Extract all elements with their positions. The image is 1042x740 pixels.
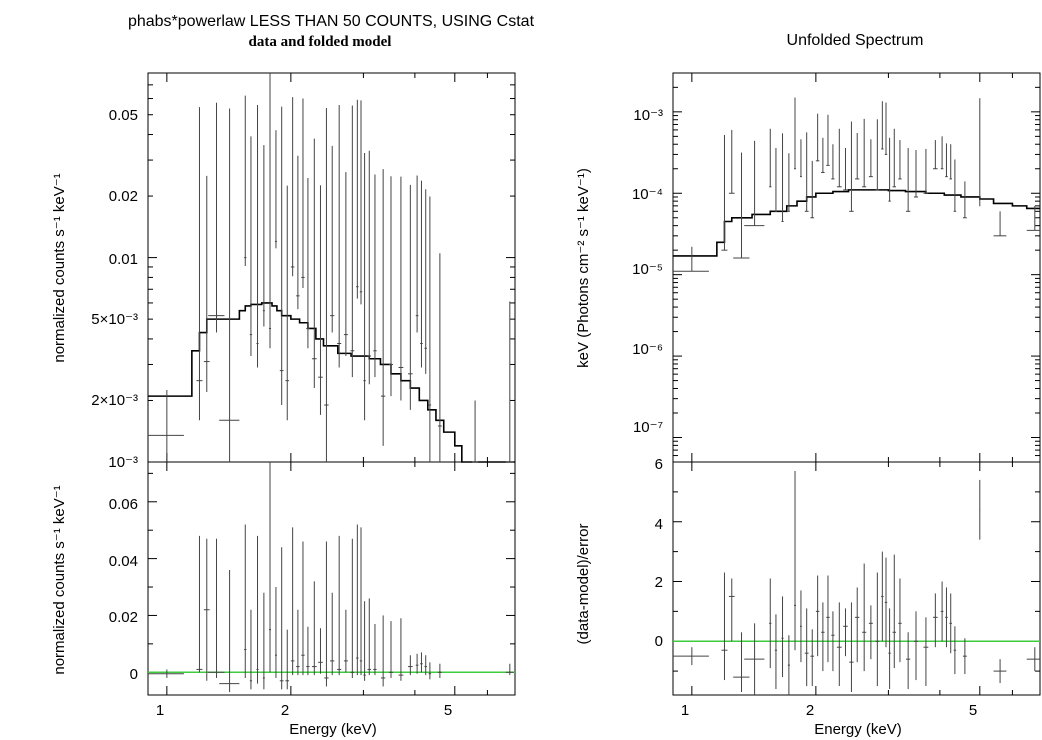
left-top-ytick-label: 2×10⁻³ — [91, 392, 138, 409]
left-xtick-label: 1 — [156, 702, 164, 719]
right-bottom-ytick-label: 0 — [655, 633, 663, 650]
right-top-ytick-label: 10⁻⁷ — [633, 419, 663, 436]
left-top-ytick-label: 0.01 — [109, 251, 138, 268]
left-bottom-ytick-label: 0.04 — [109, 553, 138, 570]
left-top-ytick-label: 5×10⁻³ — [91, 311, 138, 328]
right-title: Unfolded Spectrum — [787, 32, 924, 49]
left-top-model-line — [148, 302, 515, 463]
left-bottom-ytick-label: 0.02 — [109, 609, 138, 626]
left-title: phabs*powerlaw LESS THAN 50 COUNTS, USIN… — [128, 13, 535, 30]
left-bottom-ytick-label: 0.06 — [109, 496, 138, 513]
left-top-ytick-label: 10⁻³ — [108, 454, 138, 471]
right-bottom-ytick-label: 6 — [655, 456, 663, 473]
right-bottom-frame — [672, 461, 1041, 696]
chart-marks — [148, 72, 1041, 695]
right-top-model-line — [673, 189, 1040, 257]
right-bottom-ytick-label: 4 — [655, 516, 663, 533]
right-xtick-label: 1 — [681, 702, 689, 719]
right-xtick-label: 5 — [969, 702, 977, 719]
left-xtick-label: 2 — [281, 702, 289, 719]
right-bottom-ytick-label: 2 — [655, 574, 663, 591]
right-xlabel: Energy (keV) — [814, 721, 902, 738]
right-bottom-ylabel: (data-model)/error — [575, 524, 592, 645]
right-xtick-label: 2 — [806, 702, 814, 719]
left-bottom-ylabel: normalized counts s⁻¹ keV⁻¹ — [51, 485, 68, 674]
left-subtitle: data and folded model — [249, 34, 392, 50]
right-top-ylabel: keV (Photons cm⁻² s⁻¹ keV⁻¹) — [575, 168, 592, 368]
left-top-frame — [147, 72, 516, 463]
left-top-ylabel: normalized counts s⁻¹ keV⁻¹ — [51, 173, 68, 362]
right-top-ytick-label: 10⁻⁵ — [632, 261, 663, 278]
left-xtick-label: 5 — [444, 702, 452, 719]
left-xlabel: Energy (keV) — [289, 721, 377, 738]
left-top-ytick-label: 0.05 — [109, 107, 138, 124]
right-top-ytick-label: 10⁻⁴ — [632, 186, 663, 203]
left-top-ytick-label: 0.02 — [109, 188, 138, 205]
right-top-ytick-label: 10⁻³ — [633, 107, 663, 124]
right-top-ytick-label: 10⁻⁶ — [632, 341, 663, 358]
right-top-frame — [672, 72, 1041, 463]
left-bottom-frame — [147, 461, 516, 696]
left-bottom-ytick-label: 0 — [130, 666, 138, 683]
